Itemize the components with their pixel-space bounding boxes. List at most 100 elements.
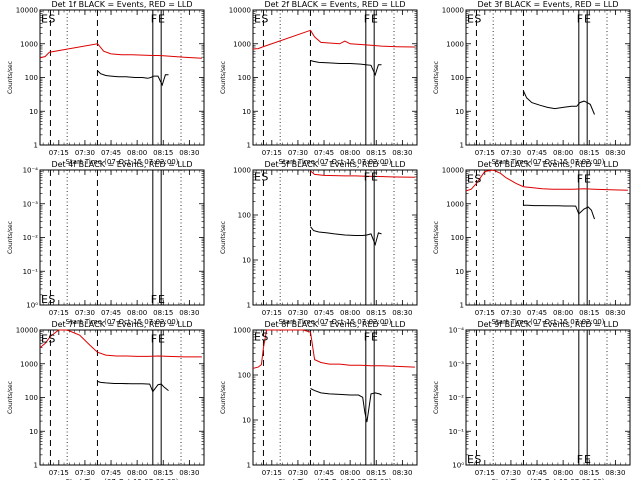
y-tick-label: 1 (247, 462, 251, 470)
y-tick-label: 1 (34, 462, 38, 470)
x-tick-label: 07:30 (501, 469, 521, 477)
annotation-label: E (158, 12, 165, 25)
x-tick-label: 08:15 (153, 309, 173, 317)
y-tick-label: 10000 (442, 7, 464, 15)
y-tick-label: 10 (455, 108, 464, 116)
y-tick-label: 10000 (442, 167, 464, 175)
annotation-label: S (261, 171, 268, 184)
annotation-label: F (364, 331, 370, 344)
annotation-label: E (584, 12, 591, 25)
x-axis-label: Start Time (07-Oct-15 07:02:00) (279, 318, 392, 326)
x-tick-label: 07:15 (475, 309, 495, 317)
x-tick-label: 07:45 (101, 469, 121, 477)
series-line-2 (310, 60, 382, 77)
y-tick-label: 1000 (20, 40, 38, 48)
y-tick-label: 10⁻² (23, 234, 39, 242)
series-line-2 (523, 204, 595, 220)
y-tick-label: 1 (460, 302, 464, 310)
series-line-2 (310, 388, 382, 423)
y-tick-label: 10 (242, 417, 251, 425)
x-tick-label: 08:30 (605, 149, 625, 157)
x-tick-label: 07:30 (501, 149, 521, 157)
x-tick-label: 08:30 (605, 309, 625, 317)
plot-panel-8: Det 8f BLACK = Events, RED = LLD Counts/s… (220, 320, 418, 484)
annotation-label: E (254, 331, 261, 344)
x-tick-label: 08:30 (392, 149, 412, 157)
y-tick-label: 10 (29, 108, 38, 116)
y-axis-label: Counts/sec (7, 221, 14, 254)
plot-panel-6: Det 6f BLACK = Events, RED = LLD Counts/s… (433, 160, 631, 326)
annotation-label: E (158, 293, 165, 306)
plot-title: Det 2f BLACK = Events, RED = LLD (264, 0, 405, 9)
y-tick-label: 10 (29, 428, 38, 436)
x-tick-label: 07:30 (288, 469, 308, 477)
annotation-label: S (474, 453, 481, 466)
annotation-label: F (151, 332, 157, 345)
series-line-1 (252, 29, 415, 50)
y-tick-label: 10⁻¹ (449, 428, 465, 436)
annotation-label: S (48, 332, 55, 345)
y-tick-label: 10⁻¹ (23, 268, 39, 276)
x-tick-label: 07:15 (262, 309, 282, 317)
plot-panel-2: Det 2f BLACK = Events, RED = LLD Counts/s… (220, 0, 418, 166)
x-tick-label: 08:30 (179, 149, 199, 157)
plot-frame (39, 9, 205, 146)
y-tick-label: 1000 (446, 40, 464, 48)
y-tick-label: 10⁻³ (23, 200, 39, 208)
y-tick-label: 100 (238, 372, 251, 380)
plot-panel-1: Det 1f BLACK = Events, RED = LLD Counts/s… (7, 0, 205, 166)
y-tick-label: 10 (242, 257, 251, 265)
x-tick-label: 08:15 (153, 469, 173, 477)
x-tick-label: 07:45 (101, 149, 121, 157)
x-tick-label: 08:00 (340, 309, 360, 317)
y-axis-label: Counts/sec (433, 381, 440, 414)
annotation-label: S (48, 12, 55, 25)
annotation-label: S (474, 172, 481, 185)
x-tick-label: 07:15 (475, 469, 495, 477)
x-tick-label: 08:00 (340, 149, 360, 157)
plot-title: Det 5f BLACK = Events, RED = LLD (264, 160, 405, 169)
y-tick-label: 1000 (233, 40, 251, 48)
y-tick-label: 1000 (233, 327, 251, 335)
annotation-label: E (371, 12, 378, 25)
annotation-label: S (261, 331, 268, 344)
annotation-label: F (577, 453, 583, 466)
x-tick-label: 08:00 (127, 469, 147, 477)
y-tick-label: 10⁰ (26, 302, 38, 310)
x-tick-label: 08:15 (366, 469, 386, 477)
x-tick-label: 07:30 (75, 469, 95, 477)
y-axis-label: Counts/sec (433, 221, 440, 254)
x-tick-label: 07:30 (501, 309, 521, 317)
annotation-label: E (371, 171, 378, 184)
x-tick-label: 08:00 (127, 309, 147, 317)
x-tick-label: 08:15 (579, 149, 599, 157)
plot-panel-3: Det 3f BLACK = Events, RED = LLD Counts/s… (433, 0, 631, 166)
plot-frame (39, 169, 205, 306)
x-axis-label: Start Time (07-Oct-15 07:02:00) (66, 158, 179, 166)
plot-frame (465, 329, 631, 466)
x-tick-label: 07:45 (314, 469, 334, 477)
x-tick-label: 07:45 (527, 149, 547, 157)
annotation-label: F (151, 12, 157, 25)
y-tick-label: 10000 (16, 327, 38, 335)
x-tick-label: 08:00 (553, 149, 573, 157)
x-axis-label: Start Time (07-Oct-15 07:02:00) (492, 318, 605, 326)
annotation-label: S (48, 293, 55, 306)
x-tick-label: 07:30 (75, 309, 95, 317)
x-tick-label: 07:15 (49, 149, 69, 157)
y-tick-label: 10⁻² (449, 394, 465, 402)
x-tick-label: 07:30 (288, 149, 308, 157)
x-tick-label: 08:00 (553, 309, 573, 317)
x-tick-label: 07:45 (527, 309, 547, 317)
y-axis-label: Counts/sec (220, 381, 227, 414)
x-tick-label: 07:30 (288, 309, 308, 317)
y-axis-label: Counts/sec (7, 61, 14, 94)
y-tick-label: 10⁻⁴ (23, 167, 39, 175)
annotation-label: E (41, 332, 48, 345)
plot-panel-9: Det 9f BLACK = Events, RED = LLD Counts/s… (433, 320, 631, 484)
x-tick-label: 08:15 (579, 309, 599, 317)
y-tick-label: 10⁰ (452, 462, 464, 470)
x-tick-label: 07:30 (75, 149, 95, 157)
x-tick-label: 08:15 (579, 469, 599, 477)
